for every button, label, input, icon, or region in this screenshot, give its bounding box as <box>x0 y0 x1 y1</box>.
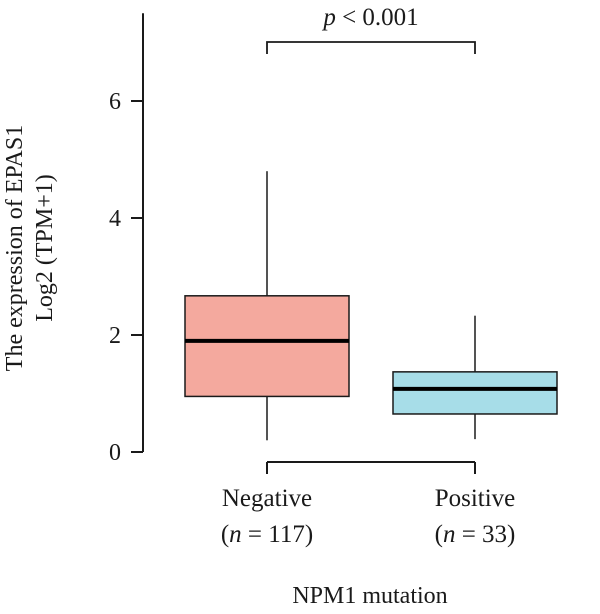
y-axis-title-line2: Log2 (TPM+1) <box>32 174 58 322</box>
box <box>392 371 558 415</box>
y-axis-title-line1: The expression of EPAS1 <box>2 125 28 371</box>
significance-annotation: p < 0.001 <box>266 4 476 54</box>
y-tick-label: 6 <box>109 89 121 115</box>
x-axis: Negative (n = 117) Positive (n = 33) <box>221 461 516 548</box>
box-group-positive <box>392 315 558 440</box>
x-category-label: Negative <box>222 485 312 512</box>
x-category-n-label: (n = 117) <box>221 521 313 548</box>
box <box>184 295 350 398</box>
y-tick-label: 2 <box>109 323 121 349</box>
x-axis-title: NPM1 mutation <box>292 583 447 609</box>
y-tick-label: 4 <box>109 206 121 232</box>
x-category-label: Positive <box>435 485 516 512</box>
box-group-negative <box>184 171 350 441</box>
y-tick-label: 0 <box>109 440 121 466</box>
boxes <box>184 171 558 441</box>
p-value-label: p < 0.001 <box>321 4 418 31</box>
significance-bracket <box>266 41 476 54</box>
x-category-n-label: (n = 33) <box>435 521 516 548</box>
y-axis: 0 2 4 6 <box>109 13 144 466</box>
